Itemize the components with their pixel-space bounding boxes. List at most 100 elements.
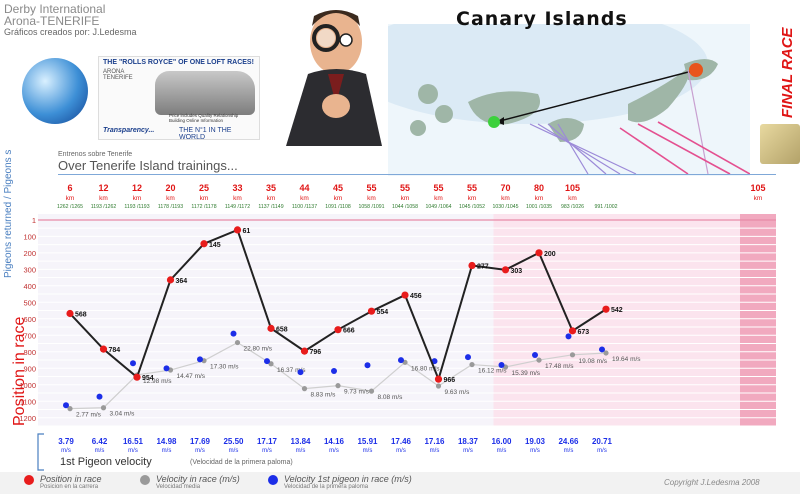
position-point [501,266,510,274]
first-velocity-unit: m/s [564,448,574,454]
km-unit: km [367,195,376,202]
km-unit: km [300,195,309,202]
position-label: 784 [109,347,121,354]
avg-velocity-point [368,388,375,394]
velocity-bracket [37,433,44,471]
first-velocity-value: 20.71 [592,437,613,446]
avg-velocity-point [435,383,442,389]
returned-sent-label: 1044 /1058 [392,204,418,210]
man-with-magnifier-image [286,10,382,146]
first-velocity-value: 17.46 [391,437,412,446]
first-velocity-point [96,393,103,400]
y-tick-label: 200 [23,249,36,258]
header-title: Derby International [4,2,106,16]
first-velocity-value: 24.66 [558,437,579,446]
returned-sent-label: 1001 /1035 [526,204,552,210]
first-velocity-point [63,402,69,409]
first-velocity-point [364,362,371,369]
returned-sent-label: 991 /1002 [594,204,617,210]
first-velocity-value: 15.91 [357,437,378,446]
side-label-pigeons: Pigeons returned / Pigeons sent [3,150,14,278]
position-label: 303 [511,268,523,275]
svg-text:Pigeons returned / Pigeons sen: Pigeons returned / Pigeons sent [3,150,14,278]
position-point [233,226,242,234]
avg-velocity-label: 8.08 m/s [378,394,404,401]
first-velocity-point [331,368,337,375]
position-label: 954 [142,375,154,382]
position-point [535,249,543,257]
final-race-zone [493,214,776,426]
final-race-label: FINAL RACE [779,26,796,118]
avg-velocity-label: 19.08 m/s [579,358,608,365]
returned-sent-label: 983 /1026 [561,204,584,210]
returned-sent-label: 1193 /1262 [91,204,117,210]
velocity-axis-label-es: (Velocidad de la primera paloma) [190,459,293,466]
position-label: 658 [276,326,288,333]
avg-velocity-label: 17.48 m/s [545,363,574,370]
banner-transparency: Transparency... [103,127,155,134]
y-tick-label: 1200 [19,414,36,423]
avg-velocity-label: 2.77 m/s [76,412,102,419]
legend-first-sub: Velocidad de la primera paloma [284,484,369,490]
km-value: 55 [433,183,443,193]
first-velocity-value: 13.84 [290,437,311,446]
y-tick-label: 600 [23,315,36,324]
first-velocity-value: 17.16 [424,437,445,446]
avg-velocity-label: 19.64 m/s [612,356,641,363]
final-km-value: 105 [750,183,765,193]
position-point [602,305,610,313]
km-unit: km [99,195,108,202]
promo-banner[interactable]: THE "ROLLS ROYCE" OF ONE LOFT RACES! ARO… [98,56,260,141]
first-velocity-unit: m/s [396,448,406,454]
first-velocity-unit: m/s [597,448,607,454]
final-km-unit: km [754,195,763,202]
subtitle-small: Entrenos sobre Tenerife [58,151,133,158]
first-velocity-unit: m/s [497,448,507,454]
copyright: Copyright J.Ledesma 2008 [664,478,760,487]
avg-velocity-label: 8.83 m/s [311,392,337,399]
avg-velocity-label: 22.80 m/s [244,346,273,353]
banner-tagline: THE N°1 IN THE WORLD [179,127,232,141]
avg-velocity-point [569,352,576,358]
first-velocity-point [297,369,304,376]
avg-velocity-label: 16.80 m/s [411,365,440,372]
y-tick-label: 900 [23,364,36,373]
km-value: 6 [67,183,72,193]
position-label: 542 [611,307,623,314]
position-point [200,240,208,248]
header-subtitle: Arona-TENERIFE [4,14,100,28]
position-label: 796 [310,349,322,356]
avg-velocity-label: 15.39 m/s [512,370,541,377]
first-velocity-value: 14.16 [324,437,345,446]
position-label: 966 [444,377,456,384]
km-value: 55 [366,183,376,193]
y-tick-label: 700 [23,331,36,340]
first-velocity-unit: m/s [128,448,138,454]
returned-sent-label: 1058 /1091 [359,204,385,210]
position-label: 61 [243,228,251,235]
svg-text:FINAL RACE: FINAL RACE [779,26,796,118]
km-unit: km [200,195,209,202]
legend-velocity-swatch [140,475,150,485]
returned-sent-label: 1137 /1149 [258,204,283,210]
returned-sent-label: 1172 /1178 [191,204,216,210]
footer-band [0,472,800,494]
km-unit: km [166,195,175,202]
svg-text:Position in race: Position in race [11,317,28,426]
avg-velocity-label: 12.98 m/s [143,378,172,385]
km-value: 105 [565,183,580,193]
first-velocity-point [230,330,237,337]
first-velocity-value: 25.50 [223,437,244,446]
km-value: 12 [98,183,108,193]
legend-position-sub: Posicion en la carrera [40,484,99,490]
position-label: 145 [209,242,221,249]
position-point [99,345,108,353]
first-velocity-point [130,360,136,367]
returned-sent-label: 1193 /1193 [124,204,149,210]
avg-velocity-label: 9.63 m/s [445,389,471,396]
header-credit: Gráficos creados por: J.Ledesma [4,27,137,37]
legend-position-swatch [24,475,34,485]
y-tick-label: 400 [23,282,36,291]
y-tick-label: 1 [32,216,36,225]
first-velocity-unit: m/s [463,448,473,454]
